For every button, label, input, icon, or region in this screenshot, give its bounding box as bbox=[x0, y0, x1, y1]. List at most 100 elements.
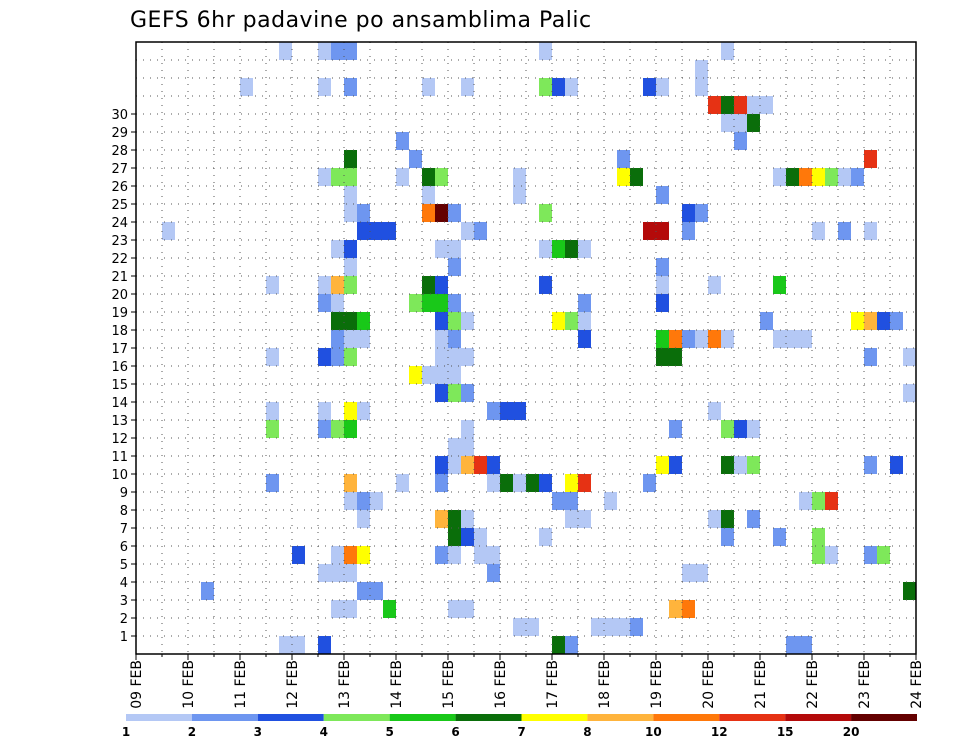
heatmap-cell bbox=[656, 222, 669, 240]
y-tick-label: 14 bbox=[111, 396, 128, 411]
x-tick-label: 19 FEB bbox=[649, 660, 665, 709]
heatmap-cell bbox=[435, 348, 448, 366]
heatmap-cell bbox=[162, 222, 175, 240]
heatmap-cell bbox=[266, 276, 279, 294]
heatmap-cell bbox=[292, 546, 305, 564]
heatmap-cell bbox=[682, 600, 695, 618]
heatmap-cell bbox=[344, 546, 357, 564]
colorbar-label: 8 bbox=[583, 725, 591, 739]
heatmap-cell bbox=[825, 546, 838, 564]
heatmap-cell bbox=[903, 582, 916, 600]
heatmap-cell bbox=[539, 276, 552, 294]
y-tick-label: 17 bbox=[111, 342, 128, 357]
heatmap-cell bbox=[344, 492, 357, 510]
heatmap-cell bbox=[539, 240, 552, 258]
heatmap-cell bbox=[448, 438, 461, 456]
colorbar-swatch bbox=[851, 714, 917, 721]
heatmap-cell bbox=[266, 348, 279, 366]
colorbar-label: 5 bbox=[385, 725, 393, 739]
x-tick-label: 21 FEB bbox=[753, 660, 769, 709]
y-tick-label: 8 bbox=[120, 504, 128, 519]
y-tick-label: 26 bbox=[111, 180, 128, 195]
heatmap-cell bbox=[448, 312, 461, 330]
heatmap-cell bbox=[591, 618, 604, 636]
heatmap-cell bbox=[279, 42, 292, 60]
heatmap-cell bbox=[604, 492, 617, 510]
chart-title: GEFS 6hr padavine po ansamblima Palic bbox=[130, 8, 592, 33]
heatmap-cell bbox=[474, 546, 487, 564]
heatmap-cell bbox=[318, 168, 331, 186]
heatmap-cell bbox=[344, 42, 357, 60]
heatmap-cell bbox=[682, 564, 695, 582]
heatmap-cell bbox=[318, 348, 331, 366]
x-tick-label: 09 FEB bbox=[129, 660, 145, 709]
heatmap-cell bbox=[734, 456, 747, 474]
heatmap-cell bbox=[344, 420, 357, 438]
colorbar: 1 2 3 4 5 6 7 8 10 12 15 20 bbox=[122, 714, 917, 739]
heatmap-cell bbox=[708, 402, 721, 420]
heatmap-cell bbox=[500, 402, 513, 420]
heatmap-cell bbox=[487, 402, 500, 420]
heatmap-cell bbox=[721, 420, 734, 438]
heatmap-cell bbox=[552, 312, 565, 330]
heatmap-cell bbox=[461, 510, 474, 528]
heatmap-cell bbox=[539, 78, 552, 96]
y-tick-label: 29 bbox=[111, 126, 128, 141]
heatmap-cell bbox=[422, 78, 435, 96]
heatmap-cell bbox=[344, 276, 357, 294]
heatmap-cell bbox=[708, 510, 721, 528]
y-tick-label: 15 bbox=[111, 378, 128, 393]
colorbar-swatch bbox=[719, 714, 786, 721]
heatmap-cell bbox=[656, 348, 669, 366]
y-tick-label: 6 bbox=[120, 540, 128, 555]
heatmap-cell bbox=[461, 438, 474, 456]
colorbar-label: 2 bbox=[188, 725, 196, 739]
heatmap-cell bbox=[734, 114, 747, 132]
x-tick-label: 24 FEB bbox=[909, 660, 925, 709]
heatmap-cell bbox=[266, 474, 279, 492]
heatmap-cell bbox=[448, 294, 461, 312]
heatmap-cell bbox=[669, 600, 682, 618]
heatmap-cell bbox=[318, 78, 331, 96]
heatmap-cell bbox=[799, 636, 812, 654]
heatmap-cell bbox=[812, 168, 825, 186]
heatmap-cell bbox=[864, 348, 877, 366]
x-tick-label: 15 FEB bbox=[441, 660, 457, 709]
heatmap-cell bbox=[695, 330, 708, 348]
heatmap-cell bbox=[721, 96, 734, 114]
heatmap-cell bbox=[656, 276, 669, 294]
y-tick-label: 7 bbox=[120, 522, 128, 537]
heatmap-cell bbox=[344, 150, 357, 168]
heatmap-cell bbox=[656, 186, 669, 204]
heatmap-cell bbox=[331, 294, 344, 312]
y-tick-label: 23 bbox=[111, 234, 128, 249]
heatmap-cell bbox=[318, 564, 331, 582]
heatmap-cell bbox=[422, 294, 435, 312]
heatmap-cell bbox=[851, 168, 864, 186]
heatmap-cell bbox=[357, 582, 370, 600]
heatmap-cell bbox=[552, 492, 565, 510]
heatmap-cell bbox=[448, 348, 461, 366]
heatmap-cell bbox=[747, 96, 760, 114]
heatmap-cell bbox=[461, 528, 474, 546]
heatmap-cell bbox=[747, 114, 760, 132]
heatmap-cell bbox=[357, 510, 370, 528]
y-tick-label: 19 bbox=[111, 306, 128, 321]
heatmap-cell bbox=[435, 510, 448, 528]
y-tick-label: 1 bbox=[120, 630, 128, 645]
heatmap-cell bbox=[552, 78, 565, 96]
heatmap-cell bbox=[630, 168, 643, 186]
heatmap-cell bbox=[461, 420, 474, 438]
colorbar-label: 4 bbox=[320, 725, 328, 739]
heatmap-cell bbox=[448, 366, 461, 384]
heatmap-cell bbox=[565, 636, 578, 654]
heatmap-cell bbox=[565, 510, 578, 528]
heatmap-cell bbox=[331, 600, 344, 618]
heatmap-cell bbox=[565, 312, 578, 330]
heatmap-cell bbox=[422, 186, 435, 204]
heatmap-cell bbox=[864, 150, 877, 168]
heatmap-cell bbox=[344, 78, 357, 96]
heatmap-cell bbox=[487, 564, 500, 582]
heatmap-cell bbox=[435, 276, 448, 294]
heatmap-cell bbox=[539, 528, 552, 546]
